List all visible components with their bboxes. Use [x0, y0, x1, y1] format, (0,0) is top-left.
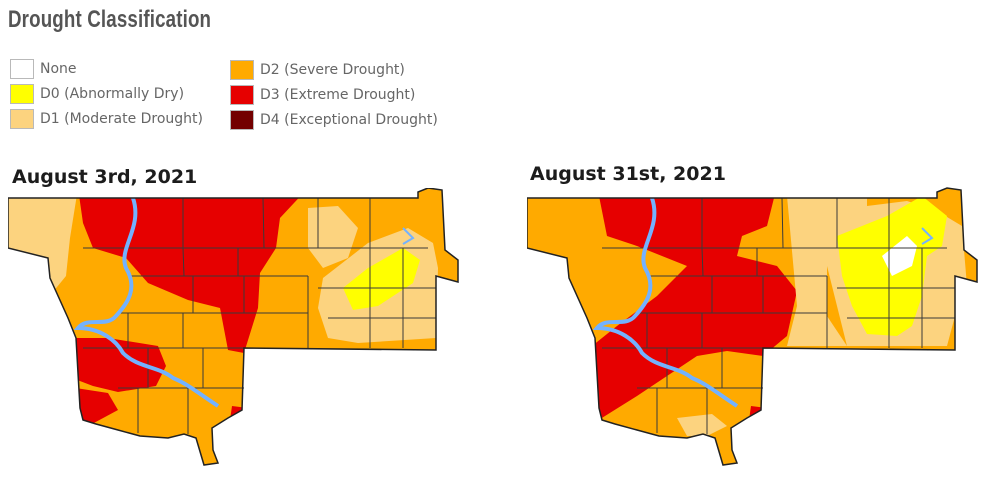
drought-map-aug-3 — [8, 188, 459, 466]
legend-label-d3: D3 (Extreme Drought) — [260, 87, 416, 103]
d3-area — [70, 338, 166, 392]
legend-swatch-d4 — [230, 110, 254, 130]
legend-swatch-d2 — [230, 60, 254, 80]
d3-area — [592, 188, 797, 421]
legend-label-d0: D0 (Abnormally Dry) — [40, 86, 185, 102]
legend-item-d1: D1 (Moderate Drought) — [10, 108, 203, 130]
legend-item-d3: D3 (Extreme Drought) — [230, 84, 415, 106]
legend-label-d4: D4 (Exceptional Drought) — [260, 112, 438, 128]
lake-water — [921, 227, 934, 245]
river-water — [73, 197, 220, 408]
d3-area — [78, 188, 308, 353]
drought-map-aug-31 — [527, 187, 978, 466]
legend-label-d1: D1 (Moderate Drought) — [40, 111, 204, 127]
legend-item-d4: D4 (Exceptional Drought) — [230, 109, 438, 131]
map-date-right: August 31st, 2021 — [530, 163, 726, 185]
river-water — [592, 197, 739, 408]
d1-area — [308, 206, 358, 268]
region-border — [527, 187, 978, 466]
legend-item-d0: D0 (Abnormally Dry) — [10, 83, 184, 105]
map-date-left: August 3rd, 2021 — [12, 166, 198, 188]
legend-swatch-d1 — [10, 109, 34, 129]
county-lines — [602, 197, 955, 434]
d0-area — [343, 248, 420, 310]
lake-water — [402, 227, 415, 245]
legend-swatch-none — [10, 59, 34, 79]
d3-area — [76, 388, 118, 424]
drought-legend: None D0 (Abnormally Dry) D1 (Moderate Dr… — [10, 58, 480, 134]
no-drought-area — [882, 236, 917, 276]
region-border — [8, 188, 459, 466]
d1-area — [677, 414, 727, 436]
legend-swatch-d0 — [10, 84, 34, 104]
county-lines — [83, 197, 436, 434]
legend-swatch-d3 — [230, 85, 254, 105]
legend-label-none: None — [40, 61, 77, 77]
legend-item-none: None — [10, 58, 77, 80]
legend-item-d2: D2 (Severe Drought) — [230, 59, 405, 81]
legend-label-d2: D2 (Severe Drought) — [260, 62, 405, 78]
page-title: Drought Classification — [8, 6, 212, 33]
